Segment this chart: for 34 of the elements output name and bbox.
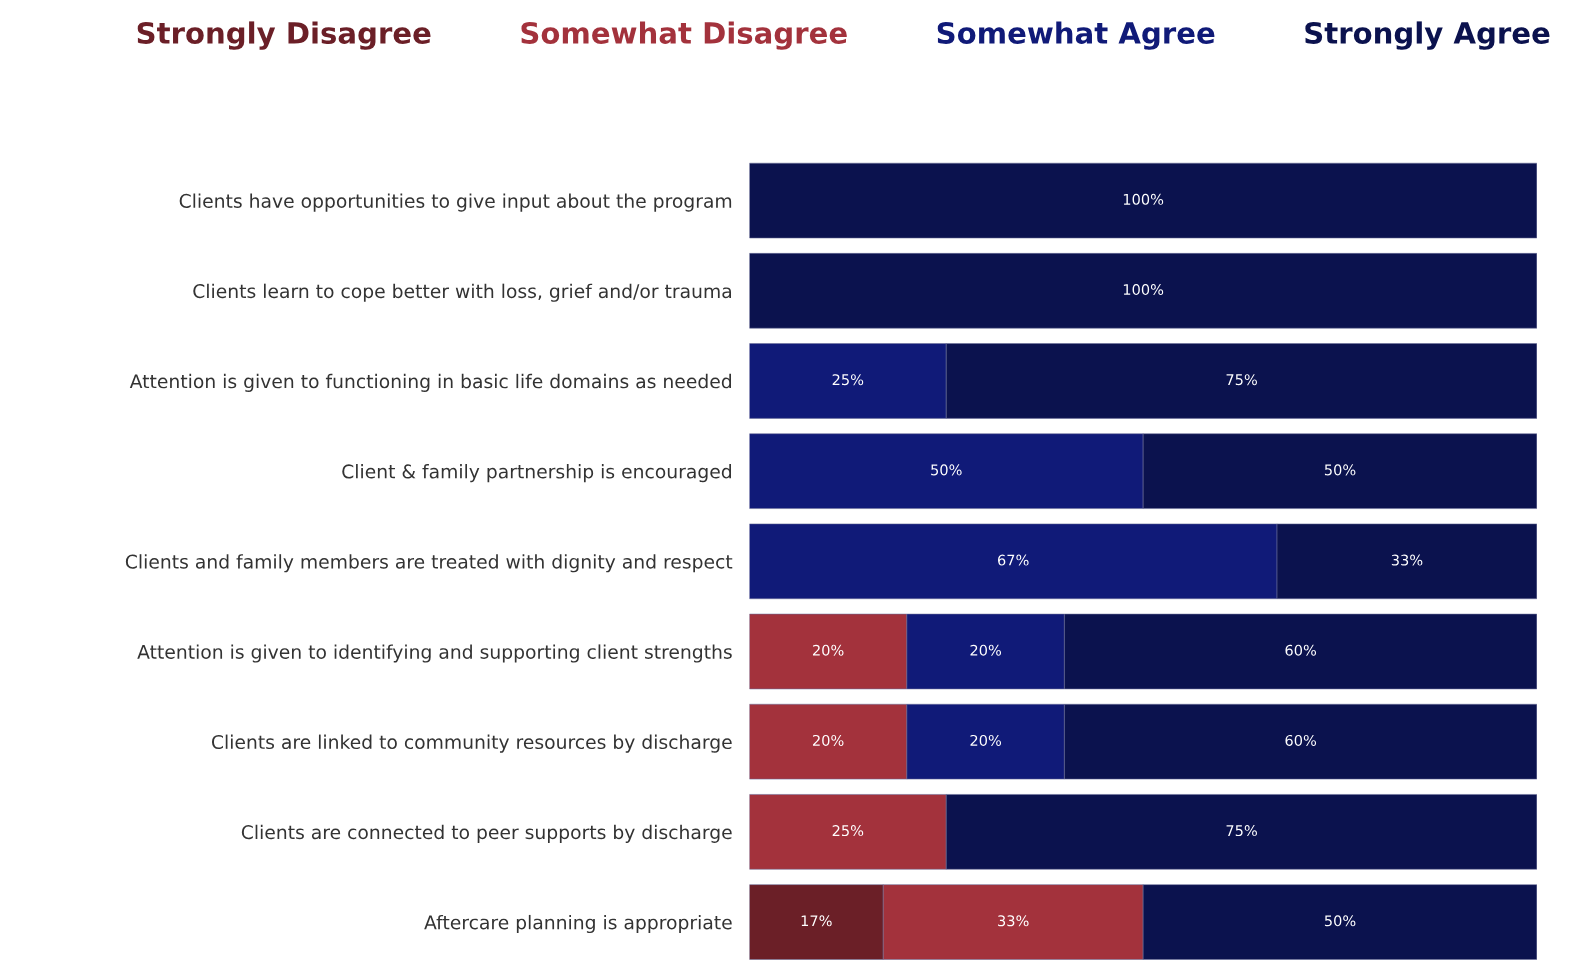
data-label: 25%	[832, 374, 864, 386]
data-label: 100%	[1123, 283, 1164, 296]
y-tick-label: Aftercare planning is appropriate	[424, 914, 732, 934]
data-label: 33%	[1391, 554, 1423, 566]
data-label: 33%	[998, 915, 1029, 927]
data-label: 20%	[970, 644, 1002, 656]
data-label: 50%	[1324, 464, 1356, 476]
y-tick-label: Clients are connected to peer supports by discharge	[241, 824, 732, 843]
y-tick-label: Clients have opportunities to give input about the program	[179, 193, 732, 212]
bar	[749, 253, 1537, 329]
y-tick-label: Clients are linked to community resources by discharge	[211, 734, 732, 753]
y-tick-label: Attention is given to functioning in basic life domains as needed	[129, 373, 731, 392]
data-label: 20%	[970, 734, 1002, 746]
data-label: 75%	[1226, 374, 1257, 386]
data-label: 17%	[801, 915, 832, 927]
data-label: 50%	[931, 464, 962, 476]
y-tick-label: Attention is given to identifying and supporting client strengths	[137, 644, 732, 663]
data-label: 100%	[1123, 193, 1164, 205]
data-label: 50%	[1324, 915, 1356, 927]
text: Strongly Agree	[1305, 21, 1550, 50]
data-label: 60%	[1285, 734, 1317, 746]
data-label: 75%	[1226, 825, 1257, 837]
y-tick-label: Clients learn to cope better with loss, grief and/or trauma	[193, 283, 731, 302]
y-tick-label: Clients and family members are treated with dignity and respect	[125, 554, 733, 573]
data-label: 25%	[832, 825, 864, 837]
data-label: 20%	[812, 644, 844, 656]
y-tick-label: Client & family partnership is encouraged	[342, 464, 731, 483]
bar	[749, 162, 1537, 239]
text: Somewhat Agree	[937, 21, 1215, 50]
text: Strongly Disagree	[137, 21, 431, 50]
data-label: 60%	[1285, 644, 1317, 656]
text: Somewhat Disagree	[521, 21, 847, 50]
data-label: 20%	[812, 734, 844, 746]
data-label: 67%	[998, 554, 1029, 566]
